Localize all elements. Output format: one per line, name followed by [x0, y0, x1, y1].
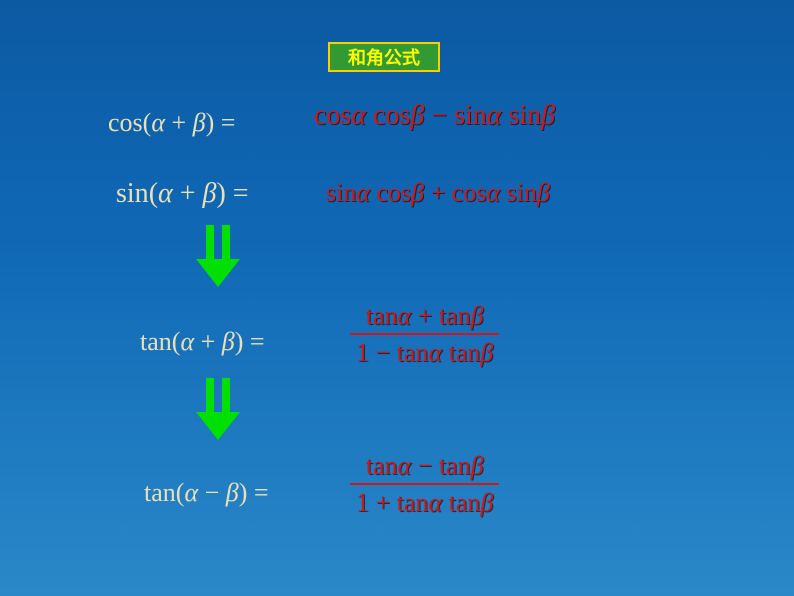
cos-lhs: cos(α + β) = — [108, 108, 235, 138]
cos-rhs: cosα cosβ − sinα sinβ — [314, 100, 555, 132]
sin-lhs: sin(α + β) = — [116, 178, 249, 210]
tan-minus-lhs: tan(α − β) = — [144, 478, 269, 508]
tan-minus-num: tanα − tanβ — [360, 450, 490, 483]
tan-minus-rhs: tanα − tanβ 1 + tanα tanβ — [350, 450, 499, 518]
title-text: 和角公式 — [348, 44, 420, 70]
tan-plus-lhs: tan(α + β) = — [140, 327, 265, 357]
tan-minus-den: 1 + tanα tanβ — [350, 483, 499, 518]
down-arrow-icon — [196, 378, 240, 440]
tan-plus-num: tanα + tanβ — [360, 300, 490, 333]
down-arrow-icon — [196, 225, 240, 287]
title-box: 和角公式 — [328, 42, 440, 72]
tan-plus-den: 1 − tanα tanβ — [350, 333, 499, 368]
sin-rhs: sinα cosβ + cosα sinβ — [326, 178, 550, 208]
tan-plus-rhs: tanα + tanβ 1 − tanα tanβ — [350, 300, 499, 368]
